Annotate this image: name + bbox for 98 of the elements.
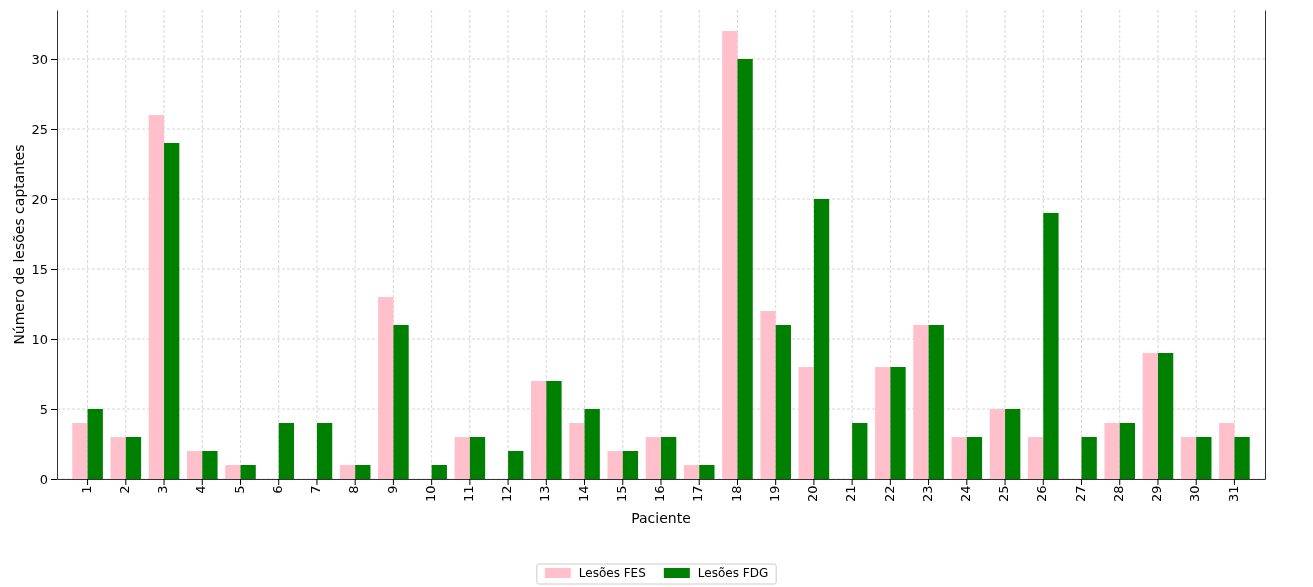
bar [722,31,738,479]
x-axis-title: Paciente [631,510,691,526]
bar [339,465,356,479]
x-tick-label: 24 [957,485,973,503]
bar [186,451,203,479]
x-tick-label: 29 [1149,485,1165,503]
bar [148,115,165,479]
bar [531,381,547,479]
x-tick-label: 3 [155,485,171,494]
bar [928,325,944,479]
x-tick-label: 21 [843,485,859,503]
bar [240,465,256,479]
x-tick-label: 23 [919,485,935,503]
bar [72,423,88,479]
bar [316,423,333,479]
bar [1081,437,1097,479]
bar [1027,437,1044,479]
bar [775,325,791,479]
bar [951,437,967,479]
x-tick-label: 4 [193,485,209,494]
y-tick-label: 15 [31,261,48,277]
bar [1142,353,1158,479]
bar [913,325,929,479]
bar [469,437,486,479]
bar [546,381,562,479]
bar [454,437,470,479]
x-tick-label: 7 [308,485,324,494]
y-tick-label: 0 [39,471,48,487]
bar [683,465,700,479]
bar [760,311,776,479]
x-tick-label: 18 [728,485,744,503]
x-tick-label: 31 [1225,485,1241,503]
bar [875,367,891,479]
y-tick-label: 10 [31,331,48,347]
y-tick-label: 30 [31,51,48,67]
x-tick-label: 1 [78,485,94,494]
y-axis-title: Número de lesões captantes [11,144,27,345]
bar [890,367,906,479]
x-tick-label: 8 [346,485,362,494]
bar [278,423,295,479]
x-tick-label: 15 [613,485,629,503]
x-tick-label: 30 [1187,485,1203,503]
x-tick-label: 11 [461,485,477,503]
bar [393,325,409,479]
x-tick-label: 19 [766,485,782,503]
y-tick-label: 25 [31,121,48,137]
bar [1119,423,1136,479]
bar [622,451,639,479]
x-tick-label: 5 [231,485,247,494]
x-tick-label: 9 [384,485,400,494]
x-tick-label: 6 [269,485,285,494]
bar [431,465,447,479]
bar [569,423,585,479]
bar [645,437,661,479]
x-tick-label: 13 [537,485,553,503]
x-tick-label: 26 [1034,485,1050,503]
bar [110,437,126,479]
bar [1219,423,1235,479]
bar [607,451,623,479]
x-tick-label: 10 [422,485,438,503]
y-tick-label: 5 [39,401,48,417]
bar [225,465,241,479]
bar [1234,437,1250,479]
bar [584,409,600,479]
x-tick-label: 17 [690,485,706,503]
y-tick-label: 20 [31,191,48,207]
x-tick-label: 20 [805,485,821,503]
bar [989,409,1006,479]
bar [852,423,868,479]
bar [164,143,180,479]
bar [737,59,753,479]
bar [661,437,677,479]
x-tick-label: 27 [1072,485,1088,503]
x-tick-label: 2 [116,485,132,494]
x-tick-label: 22 [881,485,897,503]
bar [355,465,371,479]
bar [1005,409,1021,479]
bar [798,367,814,479]
bar [1196,437,1212,479]
bar [813,199,830,479]
bar [1104,423,1120,479]
bar [87,409,103,479]
bar [508,451,524,479]
x-tick-label: 14 [575,485,591,503]
bar [966,437,983,479]
bar [1157,353,1174,479]
bar [1043,213,1059,479]
x-tick-label: 12 [499,485,515,503]
bar [125,437,142,479]
x-tick-label: 16 [652,485,668,503]
legend-label: Lesões FES [578,566,646,580]
bar [1180,437,1197,479]
bar [202,451,218,479]
bar [699,465,715,479]
legend-label: Lesões FDG [697,566,769,580]
bar [378,297,394,479]
x-tick-label: 25 [996,485,1012,503]
x-tick-label: 28 [1110,485,1126,503]
